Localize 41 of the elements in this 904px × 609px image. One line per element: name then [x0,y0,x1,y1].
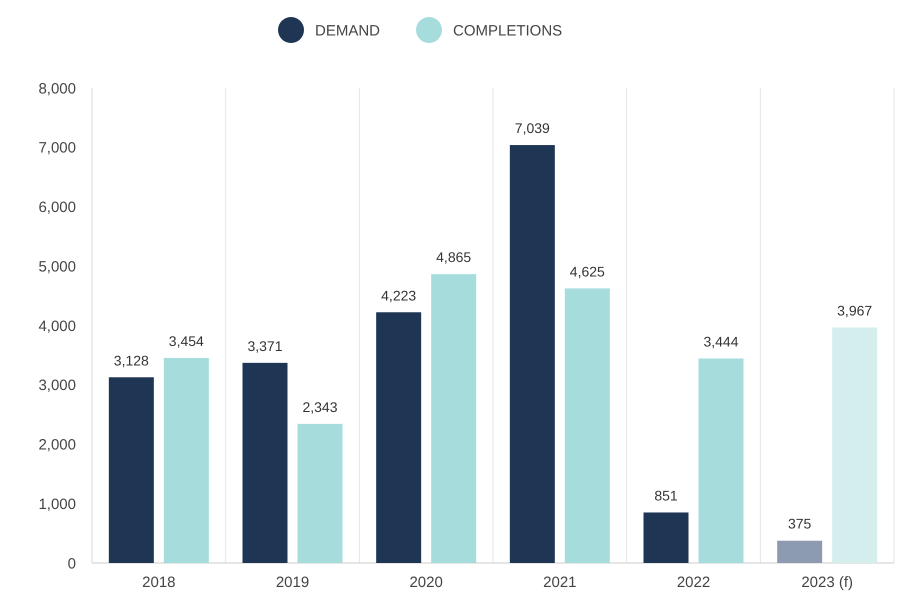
bar [698,358,744,563]
x-tick-label: 2022 [676,574,710,591]
x-tick-label: 2021 [543,574,577,591]
data-label: 851 [654,487,678,504]
data-label: 3,444 [703,334,739,350]
data-label: 2,343 [302,398,338,415]
data-label: 3,128 [114,352,150,368]
bar [564,288,610,563]
y-tick-label: 2,000 [38,436,76,454]
bar [777,540,822,563]
y-tick-label: 4,000 [38,318,76,335]
x-tick-label: 2018 [142,574,176,591]
x-tick-label: 2019 [276,574,310,591]
data-label: 3,371 [247,338,283,354]
bar [164,358,209,563]
data-label: 4,625 [570,263,606,280]
bar [832,327,878,563]
y-tick-label: 8,000 [38,80,76,98]
bar [510,145,555,563]
data-label: 375 [788,516,812,532]
y-tick-label: 0 [68,555,76,572]
data-label: 7,039 [514,120,550,136]
data-label: 4,223 [381,287,416,304]
bar [376,312,422,563]
y-tick-label: 3,000 [38,377,76,394]
y-tick-label: 5,000 [38,258,76,276]
data-label: 4,865 [436,249,472,266]
y-tick-label: 6,000 [38,199,76,216]
data-label: 3,454 [168,332,204,349]
legend-label: COMPLETIONS [453,22,562,40]
data-label: 3,967 [837,302,872,318]
bar [431,274,476,563]
x-tick-label: 2023 (f) [801,574,854,591]
bar [644,512,688,563]
y-tick-label: 1,000 [38,496,76,513]
bar [298,424,342,563]
y-tick-label: 7,000 [38,140,76,157]
x-tick-label: 2020 [409,574,443,591]
bar [242,362,288,563]
bar [108,377,154,563]
legend-label: DEMAND [315,22,380,40]
